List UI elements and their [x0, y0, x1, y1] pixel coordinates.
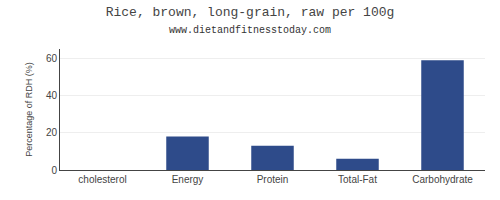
svg-text:60: 60	[46, 53, 58, 64]
svg-text:20: 20	[46, 127, 58, 138]
svg-text:cholesterol: cholesterol	[78, 174, 126, 185]
svg-text:Carbohydrate: Carbohydrate	[412, 174, 473, 185]
svg-text:0: 0	[51, 165, 57, 176]
svg-text:Total-Fat: Total-Fat	[338, 174, 377, 185]
svg-text:Protein: Protein	[257, 174, 289, 185]
svg-text:Percentage of RDH (%): Percentage of RDH (%)	[24, 62, 34, 157]
svg-text:40: 40	[46, 90, 58, 101]
svg-text:Energy: Energy	[172, 174, 204, 185]
svg-text:Rice, brown, long-grain, raw p: Rice, brown, long-grain, raw per 100gwww…	[106, 5, 395, 36]
